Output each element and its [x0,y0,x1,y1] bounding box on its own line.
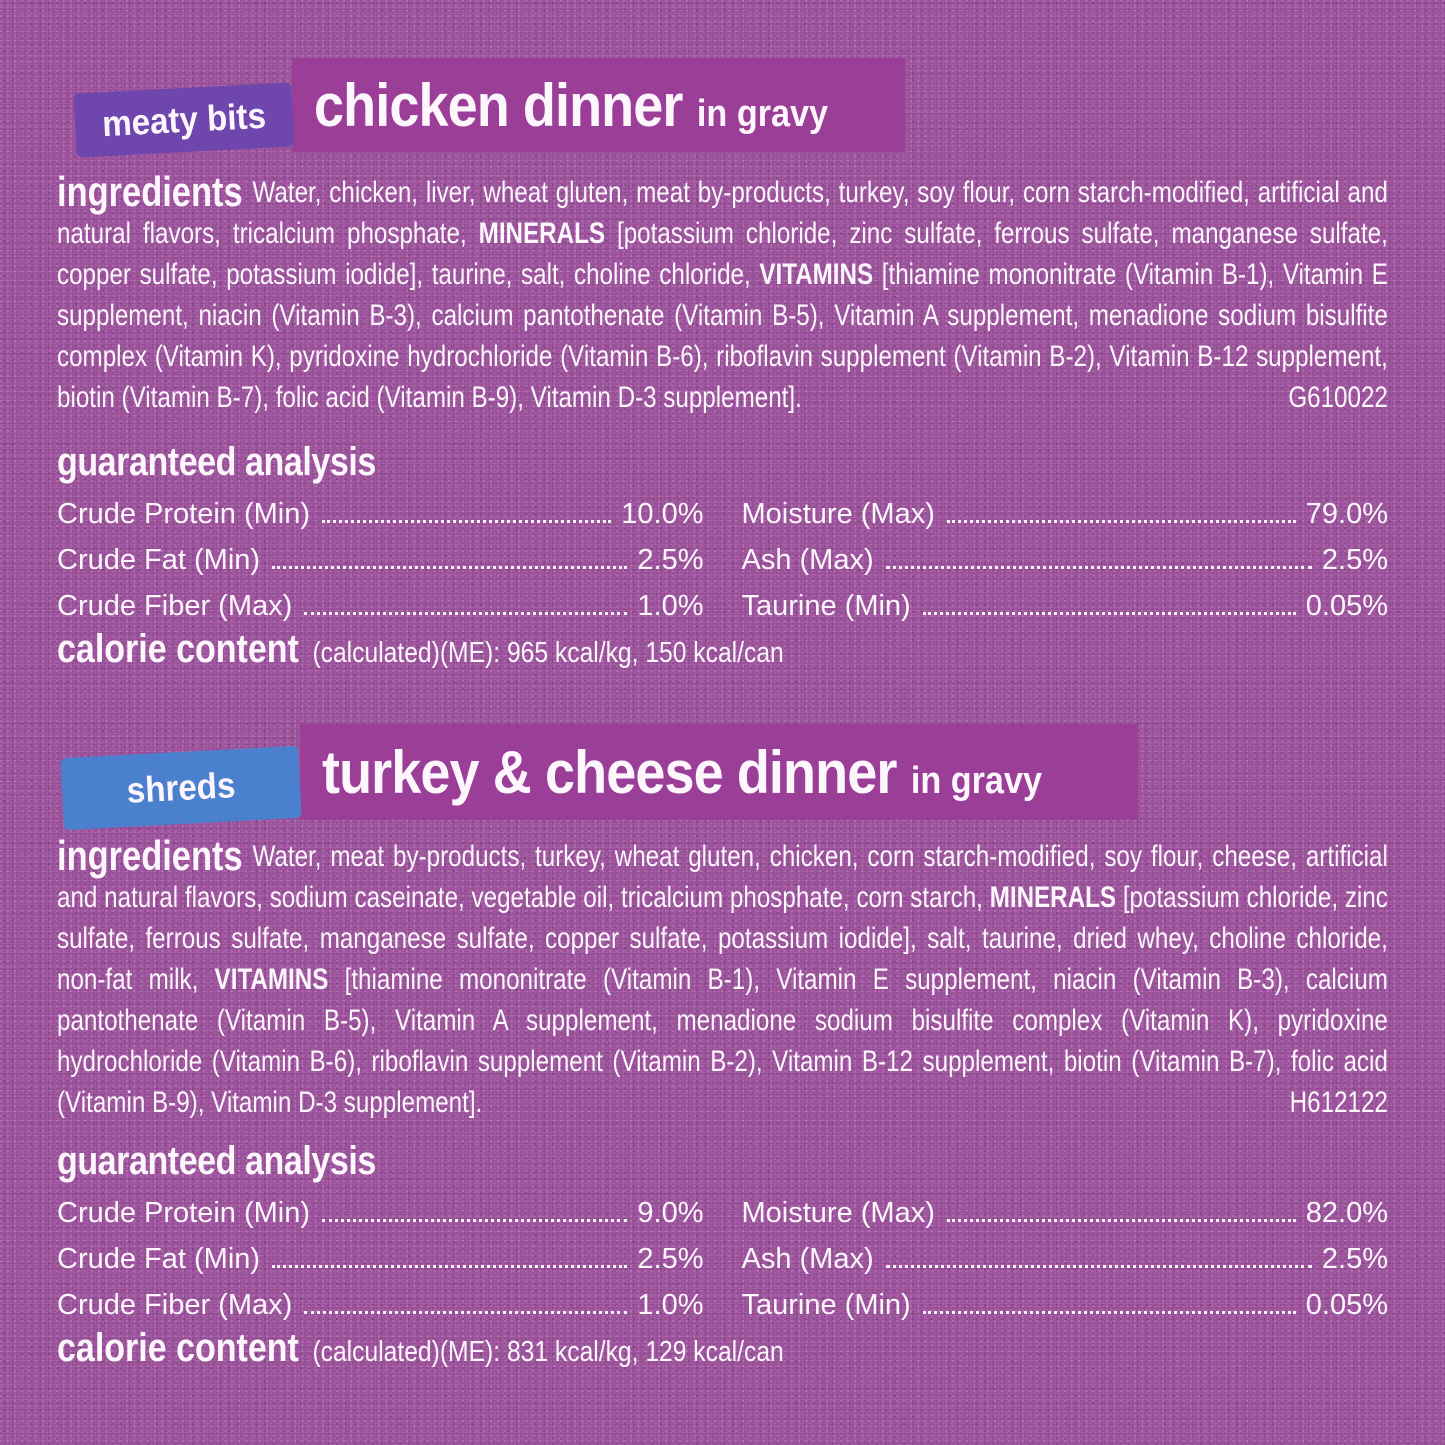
product-title-1: chicken dinner in gravy [314,58,885,152]
ingredients-paragraph-2: ingredients Water, meat by-products, turk… [57,835,1388,1123]
analysis-value: 2.5% [637,544,704,576]
ingredients-text-1b: [potassium chloride, zinc sulfate, ferro… [57,217,1388,291]
table-row: Moisture (Max) 82.0% [742,1186,1389,1232]
calorie-content-2: calorie content (calculated)(ME): 831 kc… [57,1326,784,1371]
title-strip-1 [292,58,905,152]
dot-leader [272,1265,628,1268]
ingredients-text-1a: Water, chicken, liver, wheat gluten, mea… [57,176,1388,250]
dot-leader [922,1311,1296,1314]
title-strip-2 [300,724,1138,820]
dot-leader [322,520,612,523]
product-header-1: meaty bits chicken dinner in gravy [0,58,1445,158]
analysis-label: Ash (Max) [741,1243,874,1275]
title-text-2: turkey & cheese dinner [322,738,897,806]
analysis-value: 0.05% [1305,1289,1388,1321]
product-code-2: H612122 [1289,1086,1388,1119]
analysis-label: Taurine (Min) [741,590,911,622]
guaranteed-analysis-table-1: Crude Protein (Min) 10.0% Moisture (Max)… [57,487,1388,625]
table-row: Crude Protein (Min) 9.0% [57,1186,704,1232]
analysis-value: 10.0% [621,498,704,530]
product-header-2: shreds turkey & cheese dinner in gravy [0,724,1445,831]
guaranteed-analysis-table-2: Crude Protein (Min) 9.0% Moisture (Max) … [57,1186,1388,1324]
analysis-label: Moisture (Max) [741,1197,935,1229]
analysis-label: Taurine (Min) [741,1289,911,1321]
calorie-content-1: calorie content (calculated)(ME): 965 kc… [57,627,784,672]
ingredients-heading-2: ingredients [57,832,243,879]
analysis-label: Ash (Max) [741,544,874,576]
ingredients-heading-1: ingredients [57,168,243,215]
ingredients-text-2c: [thiamine mononitrate (Vitamin B-1), Vit… [57,963,1388,1119]
calorie-heading-1: calorie content [57,627,299,671]
table-row: Crude Fat (Min) 2.5% [57,1232,704,1278]
calorie-detail-1: (calculated)(ME): 965 kcal/kg, 150 kcal/… [312,637,784,669]
analysis-label: Crude Fat (Min) [57,544,261,576]
ingredients-section-2: ingredients Water, meat by-products, turk… [57,835,1445,1123]
vitamins-label-1: VITAMINS [759,258,874,291]
calorie-heading-2: calorie content [57,1326,299,1370]
analysis-value: 1.0% [637,590,704,622]
badge-shreds: shreds [60,745,302,831]
dot-leader [322,1219,628,1222]
ingredients-section-1: ingredients Water, chicken, liver, wheat … [57,171,1445,418]
analysis-value: 82.0% [1305,1197,1388,1229]
title-text-1: chicken dinner [314,71,683,139]
badge-label-1: meaty bits [101,94,267,145]
analysis-value: 0.05% [1305,590,1388,622]
analysis-label: Crude Fiber (Max) [57,590,293,622]
ingredients-text-2a: Water, meat by-products, turkey, wheat g… [57,840,1388,914]
analysis-value: 1.0% [637,1289,704,1321]
title-wrap-1: chicken dinner in gravy [314,71,828,140]
dot-leader [304,612,628,615]
vitamins-label-2: VITAMINS [214,963,329,996]
dot-leader [946,520,1296,523]
analysis-value: 2.5% [1321,544,1388,576]
minerals-label-2: MINERALS [989,881,1117,914]
minerals-label-1: MINERALS [478,217,606,250]
analysis-label: Crude Protein (Min) [57,498,311,530]
table-row: Ash (Max) 2.5% [742,533,1389,579]
table-row: Crude Fat (Min) 2.5% [57,533,704,579]
dot-leader [885,1265,1312,1268]
analysis-value: 2.5% [637,1243,704,1275]
analysis-label: Crude Fiber (Max) [57,1289,293,1321]
dot-leader [885,566,1312,569]
table-row: Moisture (Max) 79.0% [742,487,1389,533]
analysis-label: Crude Fat (Min) [57,1243,261,1275]
title-wrap-2: turkey & cheese dinner in gravy [322,738,1042,807]
dot-leader [304,1311,628,1314]
analysis-heading-1: guaranteed analysis [57,440,376,484]
dot-leader [946,1219,1296,1222]
analysis-label: Moisture (Max) [741,498,935,530]
table-row: Taurine (Min) 0.05% [742,1278,1389,1324]
title-suffix-1: in gravy [696,92,829,135]
product-title-2: turkey & cheese dinner in gravy [322,724,1122,820]
badge-meaty-bits: meaty bits [73,82,295,158]
product-code-1: G610022 [1288,381,1388,414]
title-suffix-2: in gravy [910,759,1042,802]
calorie-detail-2: (calculated)(ME): 831 kcal/kg, 129 kcal/… [312,1336,784,1368]
table-row: Crude Fiber (Max) 1.0% [57,1278,704,1324]
dot-leader [922,612,1296,615]
analysis-value: 79.0% [1305,498,1388,530]
table-row: Crude Protein (Min) 10.0% [57,487,704,533]
table-row: Taurine (Min) 0.05% [742,579,1389,625]
analysis-value: 9.0% [637,1197,704,1229]
ingredients-text-1c: [thiamine mononitrate (Vitamin B-1), Vit… [57,258,1388,414]
dot-leader [272,566,628,569]
analysis-heading-2: guaranteed analysis [57,1139,376,1183]
analysis-label: Crude Protein (Min) [57,1197,311,1229]
ingredients-text-2b: [potassium chloride, zinc sulfate, ferro… [57,881,1388,996]
table-row: Crude Fiber (Max) 1.0% [57,579,704,625]
table-row: Ash (Max) 2.5% [742,1232,1389,1278]
badge-label-2: shreds [125,764,237,811]
analysis-value: 2.5% [1321,1243,1388,1275]
ingredients-paragraph-1: ingredients Water, chicken, liver, wheat … [57,171,1388,418]
